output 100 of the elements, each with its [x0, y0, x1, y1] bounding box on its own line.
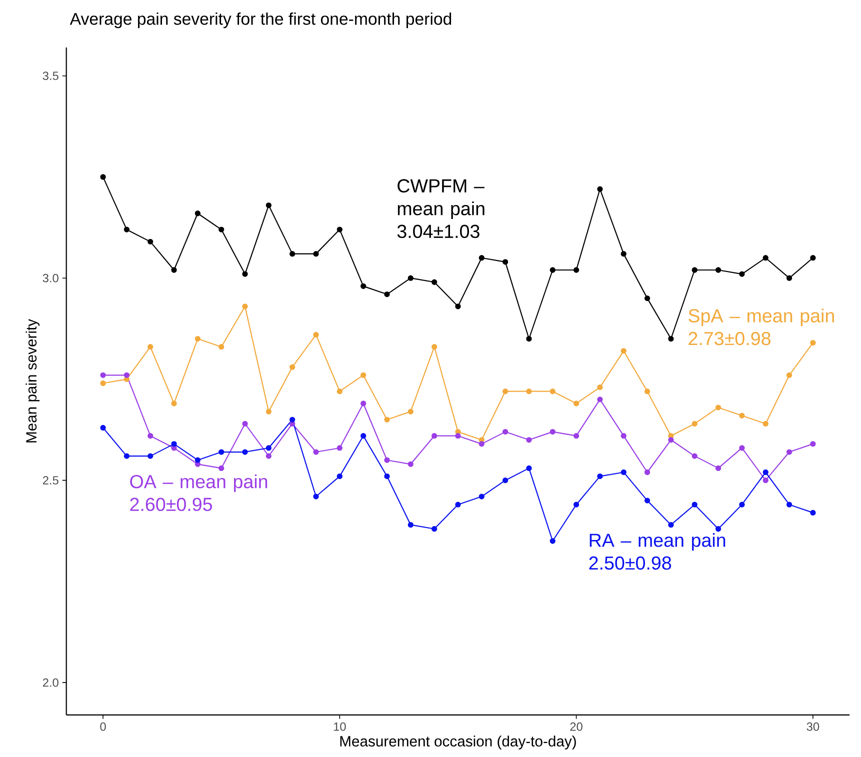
point: [124, 372, 130, 378]
point: [266, 408, 272, 415]
point: [384, 458, 390, 464]
point: [384, 292, 390, 298]
y-axis-title: Mean pain severity: [26, 319, 40, 443]
point: [313, 449, 319, 456]
point: [242, 271, 248, 278]
point: [218, 344, 224, 350]
series-label: OA – mean pain 2.60±0.95: [130, 474, 268, 512]
point: [336, 445, 342, 452]
point: [124, 226, 130, 233]
point: [550, 267, 556, 274]
point: [715, 404, 722, 411]
point: [550, 388, 556, 394]
point: [620, 470, 626, 476]
point: [762, 421, 768, 427]
point: [620, 348, 626, 354]
point: [384, 417, 390, 423]
series-label: RA – mean pain 2.50±0.98: [589, 533, 726, 570]
point: [360, 372, 366, 378]
point: [431, 526, 438, 532]
point: [290, 364, 296, 370]
point: [431, 344, 438, 350]
point: [762, 470, 768, 476]
point: [597, 396, 603, 402]
point: [692, 502, 698, 508]
x-tick-label: 10: [334, 722, 346, 732]
y-tick-label: 3.0: [42, 274, 58, 283]
point: [715, 526, 722, 532]
point: [502, 259, 508, 265]
point: [455, 502, 461, 508]
point: [620, 433, 626, 439]
point: [786, 372, 792, 378]
point: [171, 267, 177, 274]
point: [408, 408, 414, 415]
point: [526, 336, 532, 342]
point: [171, 441, 177, 447]
series-label: SpA – mean pain 2.73±0.98: [688, 308, 834, 346]
point: [573, 267, 580, 274]
point: [218, 449, 224, 456]
point: [810, 255, 816, 261]
point: [597, 384, 603, 390]
point: [194, 458, 201, 464]
y-tick-label: 2.5: [42, 476, 58, 485]
point: [336, 474, 342, 480]
series-label: CWPFM – mean pain 3.04±1.03: [397, 179, 484, 238]
point: [502, 478, 508, 484]
point: [100, 380, 106, 386]
point: [313, 251, 319, 257]
point: [715, 466, 722, 472]
point: [692, 421, 698, 427]
point: [408, 522, 414, 528]
point: [502, 429, 508, 435]
point: [526, 437, 532, 443]
point: [739, 271, 745, 278]
point: [408, 462, 414, 468]
point: [148, 453, 154, 460]
point: [478, 441, 484, 447]
point: [762, 255, 768, 261]
point: [336, 226, 342, 233]
point: [266, 453, 272, 460]
point: [644, 388, 650, 394]
point: [290, 417, 296, 423]
point: [100, 174, 106, 180]
point: [810, 510, 816, 516]
point: [124, 453, 130, 460]
point: [810, 441, 816, 447]
point: [644, 296, 650, 302]
point: [478, 494, 484, 500]
point: [290, 251, 296, 257]
point: [786, 449, 792, 456]
point: [242, 421, 248, 427]
point: [739, 413, 745, 419]
x-axis-title: Measurement occasion (day-to-day): [340, 736, 576, 750]
point: [266, 202, 272, 208]
point: [692, 267, 698, 274]
x-tick-label: 20: [570, 722, 582, 732]
point: [148, 433, 154, 439]
point: [218, 466, 224, 472]
point: [573, 433, 580, 439]
point: [194, 336, 201, 342]
point: [692, 453, 698, 460]
point: [313, 494, 319, 500]
y-tick-label: 3.5: [42, 72, 58, 80]
point: [550, 429, 556, 435]
point: [242, 304, 248, 310]
point: [360, 433, 366, 439]
point: [100, 372, 106, 378]
point: [478, 255, 484, 261]
point: [455, 304, 461, 310]
point: [573, 502, 580, 508]
point: [218, 226, 224, 233]
point: [644, 470, 650, 476]
point: [360, 284, 366, 290]
point: [336, 388, 342, 394]
x-tick-label: 30: [806, 722, 820, 732]
point: [502, 388, 508, 394]
point: [620, 251, 626, 257]
point: [739, 445, 745, 452]
point: [715, 267, 722, 274]
